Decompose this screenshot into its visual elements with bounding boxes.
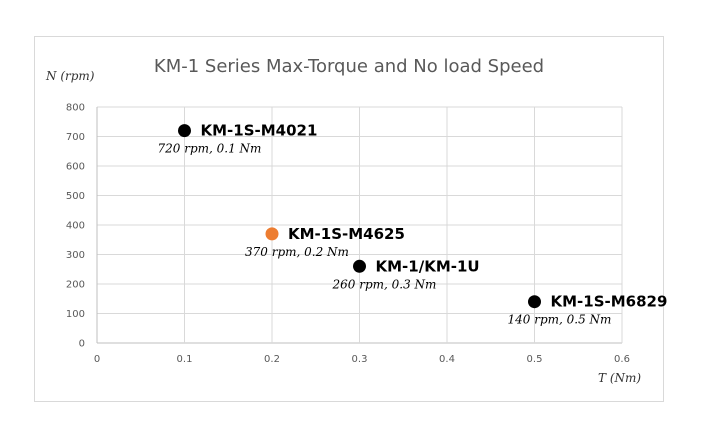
y-tick-label: 0 — [79, 339, 85, 350]
data-points: KM-1S-M4021 720 rpm, 0.1 Nm KM-1S-M4625 370… — [158, 122, 668, 327]
y-tick-label: 300 — [66, 250, 85, 261]
x-tick-label: 0.3 — [352, 354, 368, 365]
data-point-annotation: 370 rpm, 0.2 Nm — [245, 245, 349, 259]
data-point-label: KM-1/KM-1U — [376, 257, 480, 275]
data-point-label: KM-1S-M4625 — [288, 225, 405, 243]
data-point — [265, 227, 279, 241]
y-tick-label: 200 — [66, 280, 85, 291]
data-point-annotation: 260 rpm, 0.3 Nm — [332, 277, 437, 291]
data-point — [528, 295, 541, 309]
chart-title: KM-1 Series Max-Torque and No load Speed — [154, 56, 544, 77]
y-axis-label: N (rpm) — [45, 69, 95, 83]
x-tick-label: 0.5 — [527, 354, 543, 365]
x-axis-label: T (Nm) — [598, 371, 641, 385]
x-tick-label: 0.1 — [177, 354, 193, 365]
x-tick-label: 0.6 — [614, 354, 630, 365]
y-tick-label: 600 — [66, 162, 85, 173]
data-point — [178, 124, 191, 138]
data-point-annotation: 140 rpm, 0.5 Nm — [508, 313, 612, 327]
data-point-annotation: 720 rpm, 0.1 Nm — [158, 142, 262, 156]
data-point — [353, 259, 366, 273]
y-tick-label: 700 — [66, 132, 85, 143]
chart-frame — [34, 36, 664, 402]
x-tick-label: 0 — [94, 354, 100, 365]
data-point-label: KM-1S-M4021 — [201, 122, 318, 140]
x-tick-label: 0.2 — [264, 354, 280, 365]
y-tick-label: 500 — [66, 191, 85, 202]
tick-labels: 0 100 200 300 400 500 600 700 800 0 0.1 0.2 0.3 0.4 0.… — [66, 103, 630, 366]
data-point-label: KM-1S-M6829 — [551, 293, 668, 311]
y-tick-label: 400 — [66, 221, 85, 232]
y-tick-label: 800 — [66, 103, 85, 114]
y-tick-label: 100 — [66, 309, 85, 320]
x-tick-label: 0.4 — [439, 354, 455, 365]
grid-lines — [96, 106, 623, 344]
